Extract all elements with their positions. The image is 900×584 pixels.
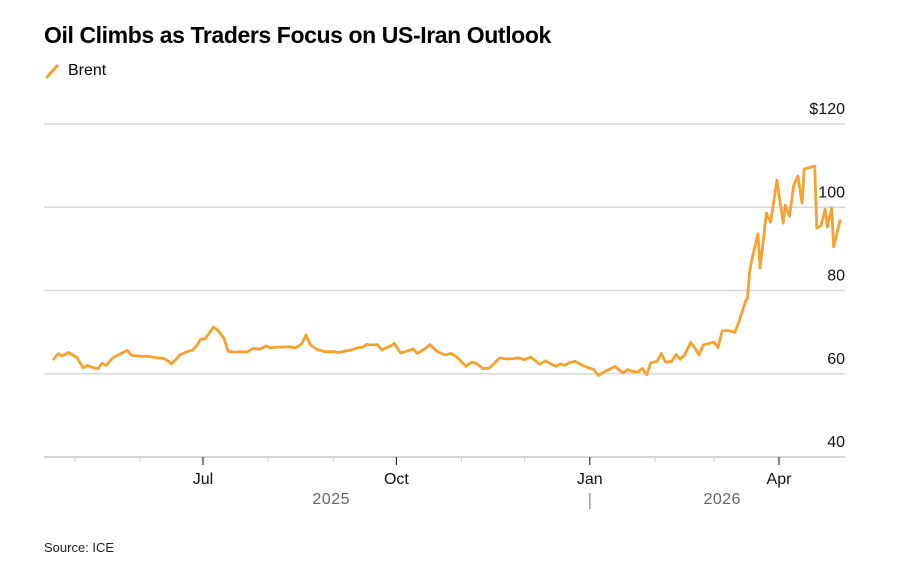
- series-lines: [52, 164, 842, 377]
- series-line-brent: [52, 164, 842, 377]
- legend-swatch-icon: [44, 63, 60, 79]
- x-tick-label: Jan: [577, 471, 603, 488]
- x-tick-label: Jul: [193, 471, 213, 488]
- x-axis: Jul Oct Jan Apr 2025 2026: [74, 457, 793, 509]
- y-axis: $120 100 80 60 40: [809, 101, 845, 451]
- y-tick-label: 80: [827, 268, 845, 285]
- year-label: 2025: [312, 491, 350, 508]
- legend-label: Brent: [68, 62, 107, 79]
- x-tick-label: Apr: [767, 471, 793, 488]
- y-tick-label: $120: [809, 101, 845, 118]
- year-label: 2026: [703, 491, 741, 508]
- y-tick-label: 60: [827, 351, 845, 368]
- y-tick-label: 100: [818, 184, 845, 201]
- source-note: Source: ICE: [44, 540, 115, 555]
- x-tick-label: Oct: [384, 471, 409, 488]
- legend: Brent: [44, 62, 106, 80]
- gridlines: [44, 123, 845, 458]
- chart-title: Oil Climbs as Traders Focus on US-Iran O…: [44, 22, 551, 48]
- y-tick-label: 40: [827, 434, 845, 451]
